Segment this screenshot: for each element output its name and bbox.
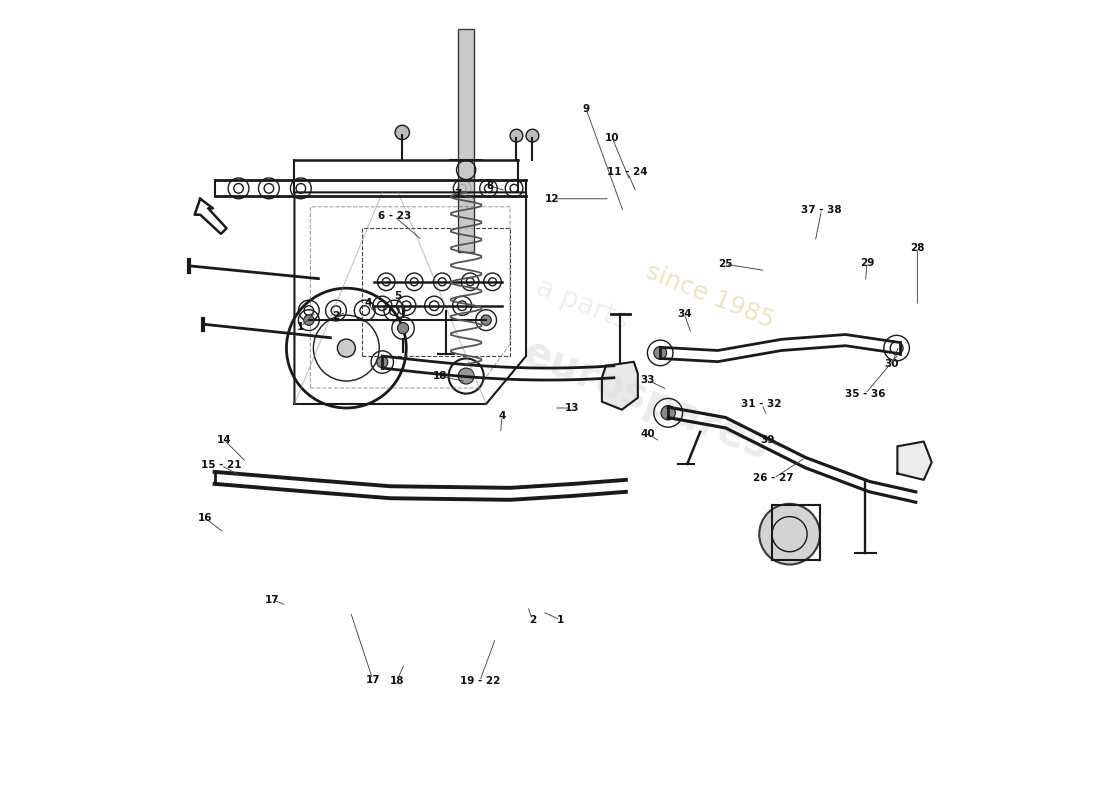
Circle shape (526, 130, 539, 142)
Text: 11 - 24: 11 - 24 (607, 167, 648, 178)
Text: 2: 2 (529, 614, 536, 625)
Text: 30: 30 (884, 359, 899, 369)
Text: eurospares: eurospares (516, 331, 776, 469)
Text: 13: 13 (564, 403, 579, 413)
Text: 6 - 23: 6 - 23 (377, 211, 411, 222)
Circle shape (338, 339, 355, 357)
Circle shape (304, 315, 313, 326)
Text: 35 - 36: 35 - 36 (845, 389, 886, 398)
Text: 4: 4 (364, 298, 372, 307)
Bar (459, 29, 474, 252)
Text: 39: 39 (760, 435, 774, 445)
Text: 5: 5 (395, 291, 402, 301)
Circle shape (661, 406, 675, 420)
Text: 18: 18 (432, 371, 447, 381)
Text: 19 - 22: 19 - 22 (460, 676, 499, 686)
Circle shape (653, 346, 667, 359)
Text: 33: 33 (640, 375, 654, 385)
Text: 40: 40 (640, 429, 654, 438)
Text: 4: 4 (498, 411, 506, 421)
Text: since 1985: since 1985 (642, 259, 778, 333)
Text: 2: 2 (332, 311, 340, 321)
Text: 14: 14 (217, 435, 231, 445)
Text: 7: 7 (454, 189, 462, 199)
Polygon shape (602, 362, 638, 410)
Text: 17: 17 (365, 674, 380, 685)
Circle shape (481, 315, 492, 326)
Text: 12: 12 (544, 194, 559, 204)
Text: 8: 8 (486, 181, 494, 191)
Text: 17: 17 (265, 594, 279, 605)
Text: 18: 18 (389, 676, 404, 686)
Circle shape (376, 357, 388, 368)
Text: 15 - 21: 15 - 21 (200, 461, 241, 470)
Text: 31 - 32: 31 - 32 (741, 399, 782, 409)
Text: 29: 29 (860, 258, 875, 268)
Polygon shape (195, 198, 227, 234)
Text: 34: 34 (676, 309, 692, 318)
Text: 10: 10 (605, 133, 619, 143)
Text: 1: 1 (557, 614, 564, 625)
Text: 1: 1 (297, 322, 305, 331)
Text: 25: 25 (718, 259, 733, 270)
Circle shape (759, 504, 820, 565)
Text: a parts: a parts (531, 273, 632, 335)
Text: 26 - 27: 26 - 27 (754, 474, 794, 483)
Text: 16: 16 (198, 513, 212, 523)
Circle shape (510, 130, 522, 142)
Text: 9: 9 (582, 103, 590, 114)
Polygon shape (898, 442, 932, 480)
Bar (362, 228, 510, 356)
Circle shape (397, 322, 408, 334)
Text: 37 - 38: 37 - 38 (801, 205, 842, 215)
Circle shape (395, 126, 409, 140)
Text: 28: 28 (910, 243, 925, 254)
Circle shape (459, 368, 474, 384)
